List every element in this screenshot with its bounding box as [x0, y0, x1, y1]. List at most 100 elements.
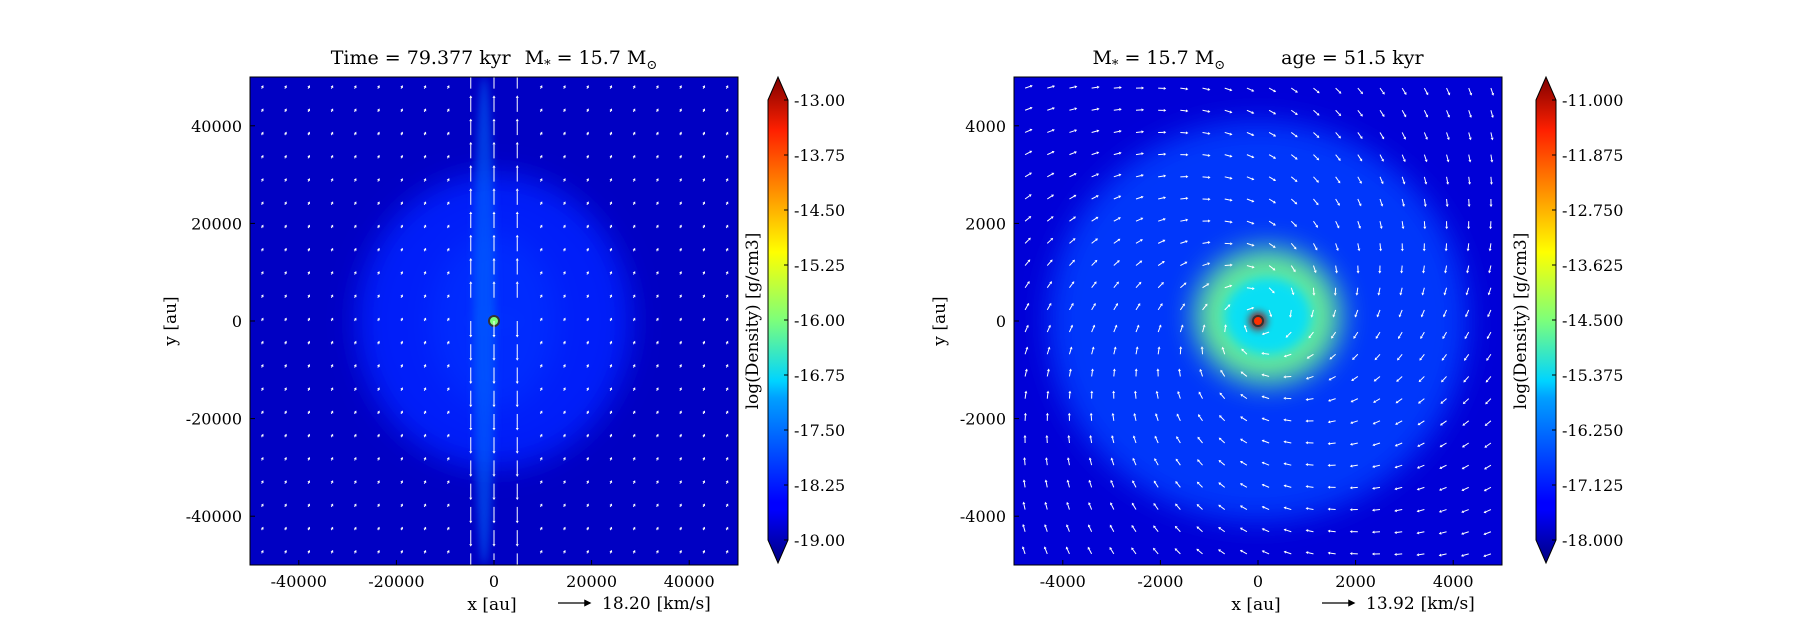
velocity-arrowhead — [469, 427, 473, 431]
velocity-arrow — [563, 319, 565, 322]
velocity-arrowhead — [1185, 218, 1189, 222]
velocity-arrowhead — [1273, 200, 1276, 204]
velocity-arrowhead — [1027, 281, 1030, 285]
velocity-arrowhead — [469, 118, 473, 122]
velocity-arrowhead — [562, 526, 566, 530]
velocity-arrowhead — [377, 364, 380, 367]
velocity-arrowhead — [1349, 442, 1353, 446]
velocity-arrowhead — [609, 503, 613, 507]
velocity-arrowhead — [1239, 505, 1243, 509]
velocity-arrow — [702, 459, 705, 461]
velocity-arrowhead — [446, 247, 450, 251]
velocity-arrowhead — [655, 271, 659, 274]
velocity-arrow — [1202, 87, 1209, 90]
velocity-arrowhead — [1358, 203, 1362, 207]
colorbar-ticks: -13.00-13.75-14.50-15.25-16.00-16.75-17.… — [784, 91, 845, 550]
velocity-arrowhead — [284, 549, 287, 553]
velocity-arrow — [423, 389, 426, 391]
velocity-arrow — [1418, 486, 1425, 490]
velocity-arrow — [1157, 326, 1161, 333]
velocity-arrowhead — [1444, 270, 1448, 274]
velocity-arrow — [609, 435, 612, 438]
velocity-arrow — [1110, 526, 1115, 532]
velocity-arrowhead — [702, 108, 706, 112]
velocity-arrowhead — [492, 234, 496, 238]
velocity-arrow — [1268, 132, 1275, 136]
velocity-arrowhead — [539, 433, 543, 437]
velocity-arrow — [1157, 348, 1160, 355]
velocity-arrowhead — [539, 456, 543, 460]
velocity-arrowhead — [609, 364, 613, 367]
velocity-arrowhead — [1029, 128, 1033, 132]
velocity-arrow — [1176, 549, 1181, 555]
velocity-arrow — [400, 296, 403, 298]
velocity-arrow — [586, 226, 588, 229]
velocity-arrowhead — [1328, 377, 1332, 381]
title-mass-sub: * — [544, 58, 551, 73]
velocity-arrowhead — [1483, 510, 1487, 514]
velocity-arrowhead — [400, 85, 403, 89]
velocity-arrow — [586, 133, 588, 136]
velocity-arrow — [1268, 87, 1275, 92]
colorbar-tick-label: -13.00 — [794, 91, 845, 110]
velocity-arrow — [1419, 420, 1425, 425]
velocity-arrow — [632, 319, 635, 322]
velocity-arrow — [400, 249, 403, 252]
velocity-arrowhead — [446, 131, 450, 135]
velocity-arrowhead — [1096, 173, 1100, 177]
velocity-arrowhead — [609, 154, 613, 158]
velocity-arrow — [354, 87, 356, 89]
velocity-arrowhead — [1372, 443, 1376, 447]
velocity-arrowhead — [1418, 379, 1422, 383]
velocity-arrow — [400, 319, 403, 322]
velocity-arrow — [1024, 459, 1026, 466]
velocity-arrowhead — [1096, 151, 1100, 155]
velocity-arrow — [1134, 393, 1137, 399]
velocity-arrowhead — [1403, 92, 1407, 95]
velocity-arrowhead — [307, 247, 311, 251]
velocity-arrow — [1176, 505, 1181, 510]
velocity-arrow — [725, 459, 728, 461]
velocity-arrowhead — [1219, 415, 1222, 418]
velocity-arrow — [586, 203, 588, 206]
velocity-arrowhead — [260, 294, 264, 298]
velocity-arrowhead — [1119, 129, 1122, 133]
velocity-arrow — [1399, 309, 1403, 316]
velocity-arrow — [1246, 265, 1253, 268]
velocity-arrowhead — [562, 247, 566, 251]
velocity-arrowhead — [377, 247, 380, 251]
velocity-arrow — [400, 366, 403, 368]
velocity-arrow — [1357, 109, 1362, 115]
velocity-arrowhead — [1399, 292, 1403, 296]
velocity-arrow — [725, 342, 728, 345]
velocity-arrow — [1224, 326, 1226, 333]
velocity-arrowhead — [1469, 92, 1473, 96]
velocity-arrow — [1396, 509, 1403, 512]
velocity-arrowhead — [260, 247, 264, 251]
velocity-arrowhead — [1354, 314, 1358, 318]
velocity-arrow — [307, 87, 310, 89]
velocity-arrowhead — [469, 95, 473, 98]
velocity-arrow — [330, 110, 333, 113]
density-feature-outflow-cavity — [473, 77, 495, 565]
velocity-arrowhead — [1229, 176, 1233, 180]
velocity-arrowhead — [400, 456, 403, 460]
velocity-arrowhead — [702, 410, 706, 414]
velocity-arrowhead — [1487, 292, 1491, 296]
velocity-arrow — [725, 273, 728, 275]
velocity-arrow — [1241, 417, 1248, 422]
velocity-arrowhead — [1313, 270, 1317, 274]
velocity-arrowhead — [1141, 152, 1144, 156]
velocity-arrow — [330, 482, 333, 484]
velocity-arrow — [1132, 526, 1137, 533]
velocity-arrowhead — [1395, 422, 1399, 425]
velocity-arrowhead — [1025, 324, 1029, 328]
velocity-arrow — [1330, 420, 1336, 423]
velocity-arrow — [656, 366, 658, 368]
velocity-arrowhead — [586, 526, 589, 530]
velocity-arrowhead — [1439, 466, 1443, 469]
velocity-arrowhead — [1305, 485, 1309, 489]
velocity-arrowhead — [1090, 368, 1094, 372]
velocity-arrowhead — [655, 247, 659, 251]
velocity-arrow — [1046, 239, 1052, 244]
